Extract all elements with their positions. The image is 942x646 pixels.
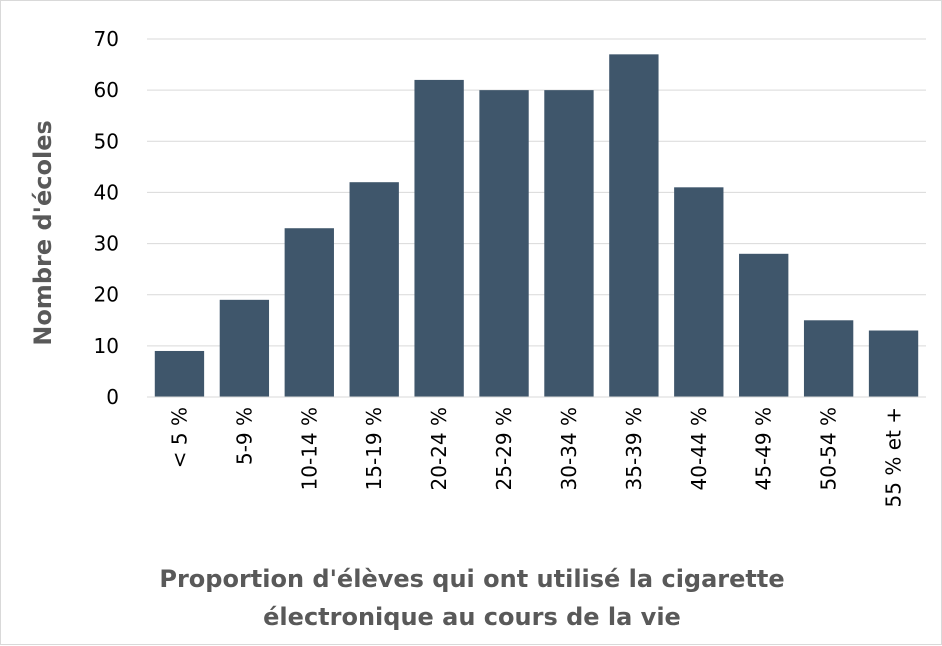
bar bbox=[609, 54, 659, 397]
bar bbox=[868, 330, 919, 397]
bar bbox=[803, 320, 854, 397]
x-axis-label-line-1: Proportion d'élèves qui ont utilisé la c… bbox=[159, 565, 784, 593]
y-tick-label: 30 bbox=[94, 232, 119, 256]
y-tick-label: 40 bbox=[94, 180, 119, 204]
y-tick-label: 70 bbox=[94, 27, 119, 51]
y-tick-label: 50 bbox=[94, 129, 119, 153]
y-tick-label: 20 bbox=[94, 283, 119, 307]
x-tick-label: 55 % et + bbox=[882, 407, 906, 507]
bar bbox=[414, 79, 464, 398]
x-tick-label: 35-39 % bbox=[622, 407, 646, 490]
bar bbox=[739, 253, 789, 397]
y-tick-label: 10 bbox=[94, 334, 119, 358]
x-tick-label: 15-19 % bbox=[362, 407, 386, 490]
bar bbox=[219, 299, 270, 397]
y-axis-label: Nombre d'écoles bbox=[29, 120, 57, 346]
x-tick-label: 45-49 % bbox=[752, 407, 776, 490]
bar bbox=[674, 187, 724, 397]
bar bbox=[349, 182, 399, 397]
bars bbox=[154, 54, 919, 398]
gridlines bbox=[147, 38, 926, 347]
x-tick-label: 5-9 % bbox=[232, 407, 256, 465]
x-tick-label: 40-44 % bbox=[687, 407, 711, 490]
y-axis-ticks: 0 10 20 30 40 50 60 70 bbox=[94, 27, 119, 409]
x-tick-label: < 5 % bbox=[167, 407, 191, 468]
x-tick-label: 25-29 % bbox=[492, 407, 516, 490]
x-tick-label: 20-24 % bbox=[427, 407, 451, 490]
x-axis-ticks: < 5 % 5-9 % 10-14 % 15-19 % 20-24 % 25-29 % 30… bbox=[167, 407, 905, 507]
bar bbox=[479, 90, 529, 398]
x-tick-label: 30-34 % bbox=[557, 407, 581, 490]
x-tick-label: 50-54 % bbox=[817, 407, 841, 490]
bar bbox=[284, 228, 334, 397]
x-axis-label-line-2: électronique au cours de la vie bbox=[263, 603, 681, 631]
y-tick-label: 60 bbox=[94, 78, 119, 102]
x-tick-label: 10-14 % bbox=[297, 407, 321, 490]
y-tick-label: 0 bbox=[106, 385, 119, 409]
bar bbox=[154, 350, 205, 397]
bar bbox=[544, 90, 594, 398]
